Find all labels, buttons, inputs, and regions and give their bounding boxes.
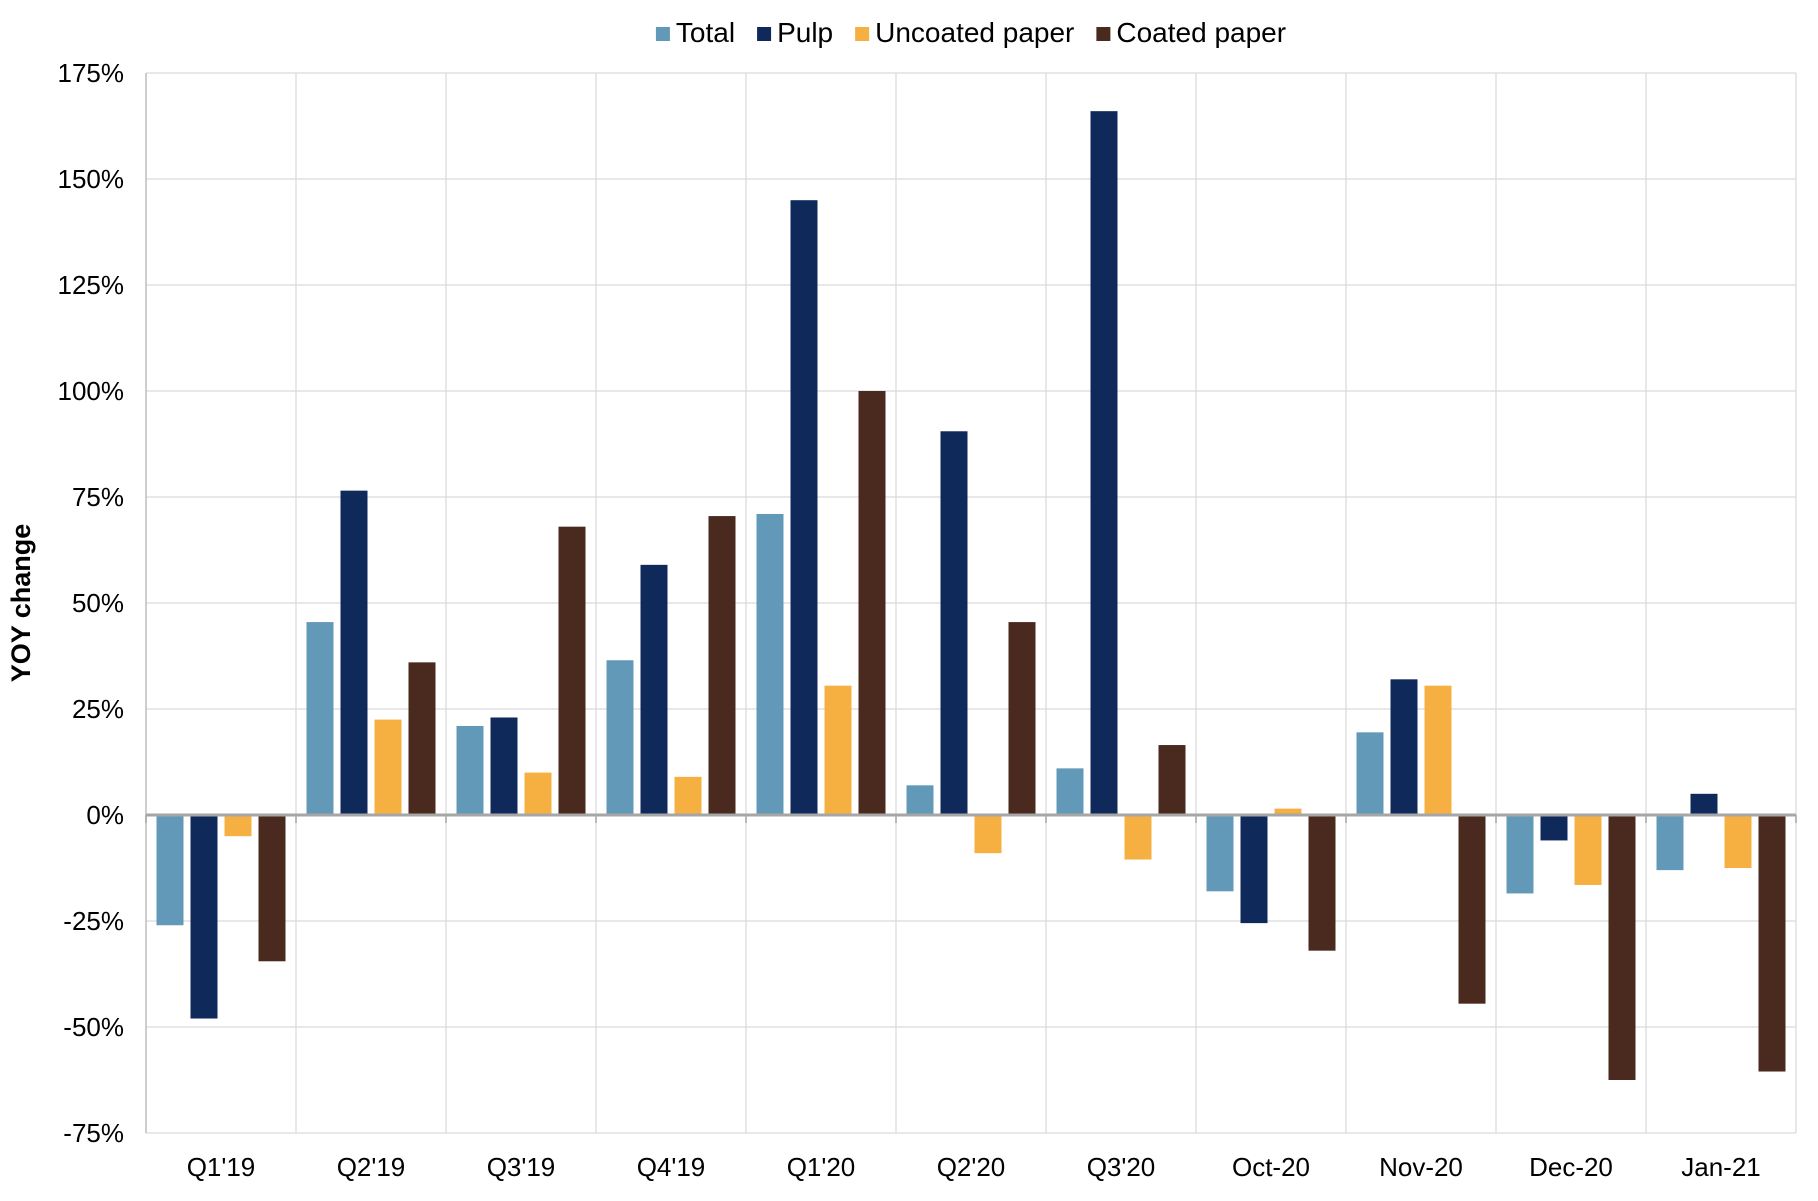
x-tick-label: Q2'20 <box>937 1152 1006 1182</box>
legend-label: Coated paper <box>1116 17 1286 48</box>
bar-pulp <box>490 717 518 815</box>
y-tick-label: 25% <box>72 694 124 724</box>
bar-total <box>156 815 184 926</box>
legend-swatch <box>1096 27 1111 41</box>
x-tick-label: Q4'19 <box>637 1152 706 1182</box>
bar-total <box>606 660 634 815</box>
legend-label: Total <box>676 17 735 48</box>
bar-total <box>1206 815 1234 892</box>
bar-layer <box>156 111 1786 1080</box>
y-tick-label: 175% <box>58 58 125 88</box>
legend-label: Uncoated paper <box>875 17 1074 48</box>
bar-pulp <box>1390 679 1418 815</box>
bar-uncoated-paper <box>674 776 702 815</box>
y-axis-title: YOY change <box>6 524 36 683</box>
y-tick-label: 125% <box>58 270 125 300</box>
bar-pulp <box>640 564 668 815</box>
bar-uncoated-paper <box>974 815 1002 854</box>
y-tick-label: 100% <box>58 376 125 406</box>
bar-coated-paper <box>1758 815 1786 1072</box>
bar-coated-paper <box>1008 622 1036 815</box>
bar-coated-paper <box>1158 745 1186 815</box>
x-tick-label: Q2'19 <box>337 1152 406 1182</box>
bar-total <box>1656 815 1684 871</box>
bar-coated-paper <box>1458 815 1486 1004</box>
y-tick-label: 0% <box>86 800 124 830</box>
bar-uncoated-paper <box>824 685 852 815</box>
bar-coated-paper <box>1608 815 1636 1080</box>
bar-uncoated-paper <box>1724 815 1752 868</box>
bar-coated-paper <box>408 662 436 815</box>
y-tick-label: 150% <box>58 164 125 194</box>
bar-total <box>756 513 784 815</box>
bar-coated-paper <box>558 526 586 815</box>
bar-pulp <box>1690 793 1718 815</box>
x-tick-label: Nov-20 <box>1379 1152 1463 1182</box>
x-tick-label: Q3'20 <box>1087 1152 1156 1182</box>
y-tick-label: 75% <box>72 482 124 512</box>
x-tick-label: Jan-21 <box>1681 1152 1761 1182</box>
bar-pulp <box>940 431 968 815</box>
bar-total <box>1056 768 1084 815</box>
bar-uncoated-paper <box>224 815 252 837</box>
bar-uncoated-paper <box>374 719 402 815</box>
bar-total <box>456 725 484 815</box>
bar-coated-paper <box>708 516 736 815</box>
y-tick-label: -75% <box>63 1118 124 1148</box>
legend-swatch <box>655 27 670 41</box>
x-tick-label: Q1'19 <box>187 1152 256 1182</box>
bar-total <box>906 785 934 815</box>
x-tick-label: Oct-20 <box>1232 1152 1310 1182</box>
bar-pulp <box>1540 815 1568 841</box>
legend-swatch <box>855 27 870 41</box>
bar-coated-paper <box>1308 815 1336 951</box>
bar-coated-paper <box>858 391 886 815</box>
y-tick-label: -25% <box>63 906 124 936</box>
bar-pulp <box>1090 111 1118 815</box>
bar-pulp <box>790 200 818 815</box>
bar-uncoated-paper <box>1574 815 1602 885</box>
bar-total <box>1356 732 1384 815</box>
x-tick-label: Dec-20 <box>1529 1152 1613 1182</box>
y-tick-label: -50% <box>63 1012 124 1042</box>
bar-pulp <box>340 490 368 815</box>
bar-uncoated-paper <box>1124 815 1152 860</box>
grid-layer <box>145 72 1797 1134</box>
legend: Total Pulp Uncoated paper Coated paper <box>655 17 1286 48</box>
legend-swatch <box>757 27 772 41</box>
bar-uncoated-paper <box>1274 808 1302 815</box>
axis-layer: -75% -50% -25% 0% 25% 50% 75% 100% 125% 150% 175% Q… <box>58 58 1797 1182</box>
legend-label: Pulp <box>777 17 833 48</box>
bar-pulp <box>1240 815 1268 924</box>
bar-total <box>306 622 334 815</box>
bar-uncoated-paper <box>1424 685 1452 815</box>
y-tick-label: 50% <box>72 588 124 618</box>
bar-coated-paper <box>258 815 286 962</box>
x-tick-label: Q3'19 <box>487 1152 556 1182</box>
bar-pulp <box>190 815 218 1019</box>
x-tick-label: Q1'20 <box>787 1152 856 1182</box>
bar-uncoated-paper <box>524 772 552 815</box>
bar-total <box>1506 815 1534 894</box>
